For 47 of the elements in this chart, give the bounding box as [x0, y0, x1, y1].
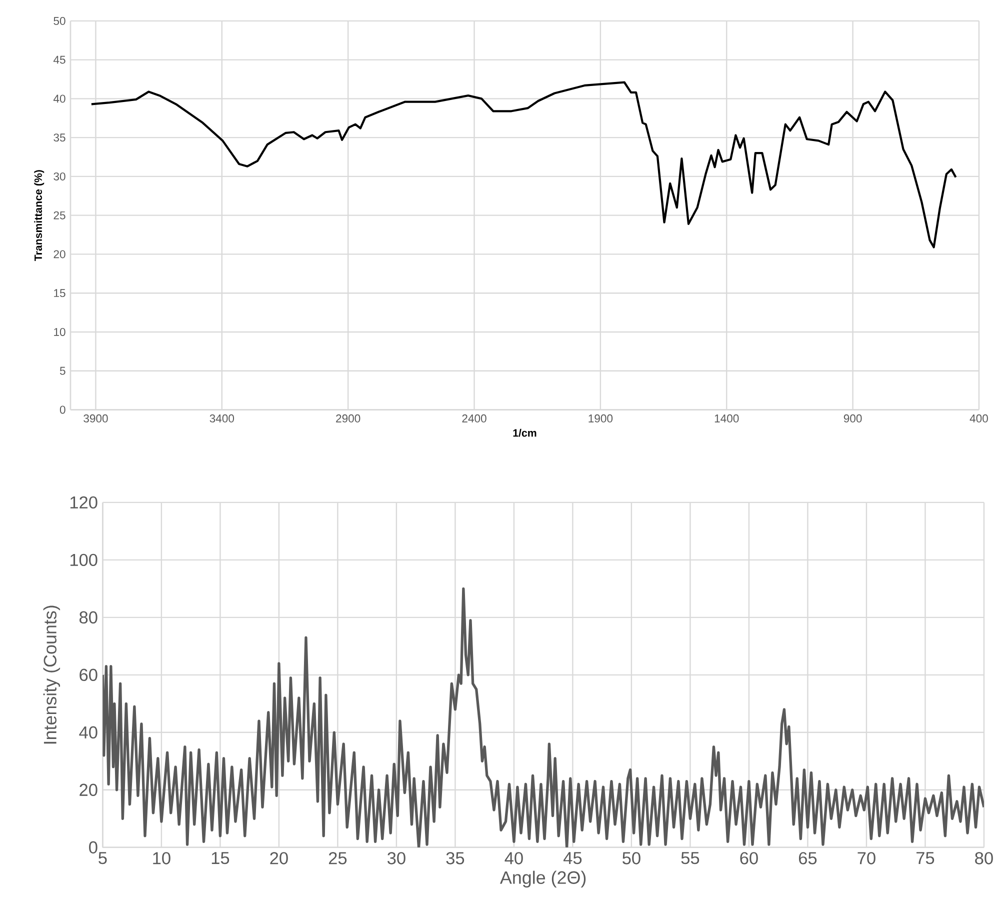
- x-axis-title: Angle (2Θ): [500, 870, 586, 888]
- x-tick-label: 50: [622, 852, 640, 864]
- y-axis-title: Intensity (Counts): [43, 606, 60, 744]
- y-tick-label: 40: [79, 726, 98, 738]
- x-tick-label: 3400: [210, 414, 234, 422]
- x-tick-label: 45: [563, 852, 582, 864]
- x-tick-label: 2900: [336, 414, 360, 422]
- line-series: [90, 81, 957, 248]
- y-tick-label: 5: [60, 366, 66, 375]
- y-axis-title: Transmittance (%): [34, 170, 44, 261]
- x-tick-label: 15: [212, 852, 230, 864]
- x-tick-label: 900: [844, 414, 862, 422]
- y-tick-label: 40: [53, 94, 66, 103]
- x-axis-title: 1/cm: [513, 428, 536, 437]
- y-tick-label: 100: [70, 554, 98, 566]
- x-tick-label: 25: [328, 852, 347, 864]
- x-tick-label: 400: [970, 414, 988, 422]
- x-tick-label: 30: [388, 852, 406, 864]
- x-tick-label: 10: [153, 852, 170, 864]
- x-tick-label: 65: [798, 852, 817, 864]
- x-tick-label: 55: [681, 852, 700, 864]
- y-tick-label: 20: [80, 784, 98, 796]
- x-tick-label: 75: [916, 852, 934, 864]
- x-tick-label: 1400: [714, 414, 739, 422]
- y-tick-label: 50: [54, 16, 66, 25]
- x-tick-label: 20: [270, 852, 288, 864]
- x-tick-label: 60: [740, 852, 758, 864]
- y-tick-label: 0: [89, 841, 98, 854]
- x-tick-label: 5: [98, 852, 107, 864]
- x-tick-label: 2400: [462, 414, 486, 422]
- x-tick-label: 3900: [84, 414, 108, 422]
- y-tick-label: 25: [54, 211, 66, 220]
- y-tick-label: 30: [54, 172, 66, 180]
- x-tick-label: 70: [858, 852, 876, 864]
- y-tick-label: 80: [80, 611, 98, 624]
- y-tick-label: 120: [70, 496, 98, 508]
- x-tick-label: 1900: [588, 414, 613, 422]
- y-tick-label: 60: [80, 668, 98, 681]
- x-tick-label: 80: [975, 852, 993, 864]
- x-tick-label: 35: [446, 852, 464, 864]
- y-tick-label: 10: [54, 328, 66, 336]
- y-tick-label: 35: [54, 134, 66, 142]
- y-tick-label: 45: [53, 56, 66, 64]
- y-tick-label: 0: [60, 406, 66, 414]
- x-tick-label: 40: [504, 852, 523, 864]
- y-tick-label: 15: [54, 289, 66, 297]
- y-tick-label: 20: [54, 250, 66, 258]
